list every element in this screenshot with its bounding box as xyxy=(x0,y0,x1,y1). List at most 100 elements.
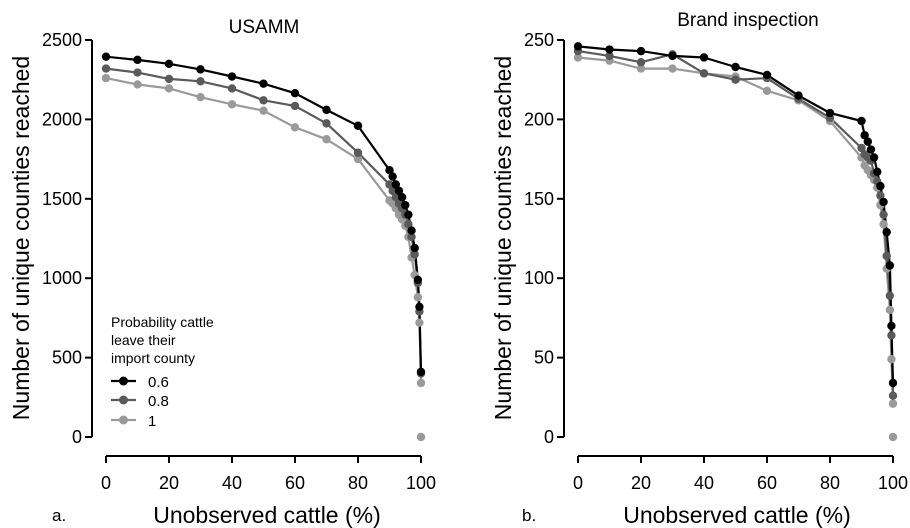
panel-a-y-tick-label: 1500 xyxy=(42,189,82,209)
legend-markers xyxy=(111,376,136,425)
legend-title-line-2: leave their xyxy=(111,332,176,348)
panel-a-data-point-0-8 xyxy=(407,232,416,242)
panel-b-x-tick-label: 60 xyxy=(757,473,777,493)
panel-a-data-point-0-8 xyxy=(290,101,300,111)
panel-b-data-point-1 xyxy=(887,354,896,364)
panel-a-x-axis-label: Unobserved cattle (%) xyxy=(153,502,381,528)
panel-a-data-point-0-8 xyxy=(410,250,419,259)
panel-b-axes: 0 50 100 150 200 250 0 20 40 60 80 100 xyxy=(524,30,908,493)
panel-a-data-point-0-8 xyxy=(227,84,237,93)
panel-a-data-point-0-6 xyxy=(259,79,268,88)
panel-b-data-point-0-6 xyxy=(885,261,895,270)
panel-a-data-point-0-6 xyxy=(413,275,423,284)
panel-a-data-point-0-6 xyxy=(388,172,397,181)
panel-b-data-point-0-8 xyxy=(605,51,614,61)
panel-a-data-point-0-8 xyxy=(353,148,363,157)
panel-b-y-tick-label: 50 xyxy=(534,348,554,368)
panel-b-data-point-0-6 xyxy=(888,378,898,388)
panel-a-data-point-0-8 xyxy=(259,96,268,105)
panel-b-data-point-0-6 xyxy=(857,116,866,126)
panel-b-data-point-0-8 xyxy=(882,251,891,261)
legend-title-line-3: import county xyxy=(111,350,195,366)
panel-b-data-point-0-6 xyxy=(879,197,888,207)
panel-b-data-point-0-6 xyxy=(863,137,872,146)
panel-b-data-point-0-6 xyxy=(860,131,869,140)
panel-b-y-tick-label: 150 xyxy=(524,189,554,209)
panel-b-y-tick-label: 0 xyxy=(544,427,554,447)
panel-b-data-point-0-8 xyxy=(857,143,866,153)
panel-a-data-point-1 xyxy=(413,293,423,302)
panel-a-title: USAMM xyxy=(229,17,300,38)
panel-b-y-tick-label: 200 xyxy=(524,109,554,129)
panel-b-title: Brand inspection xyxy=(677,10,819,31)
panel-b-data-point-1 xyxy=(573,53,583,62)
panel-a-x-tick-label: 40 xyxy=(222,473,242,493)
panel-a-data-point-0-8 xyxy=(133,68,142,77)
panel-b-data-point-0-6 xyxy=(794,91,803,100)
panel-a-data-point-0-6 xyxy=(385,166,394,175)
panel-b-x-tick-label: 100 xyxy=(878,473,908,493)
panel-b-data-point-1 xyxy=(888,399,898,408)
panel-a-data-point-1 xyxy=(227,100,237,109)
panel-b-y-tick-label: 100 xyxy=(524,268,554,288)
panel-b: Brand inspection Number of unique counti… xyxy=(490,10,908,528)
panel-a-data-point-0-8 xyxy=(391,193,400,202)
panel-b-data-point-0-8 xyxy=(888,391,898,400)
panel-a-data-point-0-6 xyxy=(133,55,142,65)
panel-b-data-point-0-6 xyxy=(869,153,879,162)
panel-a-data-point-1 xyxy=(133,80,142,89)
panel-b-data-point-0-6 xyxy=(887,321,896,331)
panel-a-y-tick-label: 2500 xyxy=(42,30,82,50)
legend: Probability cattle leave their import co… xyxy=(111,314,214,430)
legend-title-line-1: Probability cattle xyxy=(111,314,214,330)
panel-a-data-point-endpoint xyxy=(416,432,426,442)
panel-b-x-tick-label: 20 xyxy=(631,473,651,493)
legend-label-1: 1 xyxy=(148,413,156,430)
panel-b-data-point-0-6 xyxy=(605,45,614,54)
panel-a: USAMM Number of unique counties reached … xyxy=(8,17,436,528)
panel-a-axes: 0 500 1000 1500 2000 2500 0 20 40 60 80 100 xyxy=(42,30,436,493)
panel-b-x-tick-label: 0 xyxy=(573,473,583,493)
panel-b-data-point-0-8 xyxy=(876,191,885,200)
legend-swatch-marker xyxy=(119,395,128,405)
panel-a-y-axis-label: Number of unique counties reached xyxy=(8,56,34,420)
panel-a-data-point-1 xyxy=(259,106,268,115)
legend-label-0-8: 0.8 xyxy=(148,393,169,410)
panel-b-data-point-0-6 xyxy=(668,51,677,61)
panel-b-data-point-0-6 xyxy=(882,227,891,237)
panel-b-data-point-0-8 xyxy=(887,331,896,340)
panel-a-data-point-1 xyxy=(290,123,300,132)
legend-swatch-marker xyxy=(119,415,128,425)
panel-a-data-point-0-6 xyxy=(401,200,410,210)
panel-a-data-point-1 xyxy=(196,92,205,102)
panel-b-data-point-0-6 xyxy=(573,42,583,51)
panel-a-data-point-0-6 xyxy=(227,72,237,81)
panel-a-y-tick-label: 0 xyxy=(72,427,82,447)
panel-a-data-point-0-6 xyxy=(290,88,300,98)
panel-b-plot-area xyxy=(573,42,898,442)
panel-a-data-point-0-8 xyxy=(101,64,111,73)
panel-b-data-point-0-8 xyxy=(879,210,888,219)
panel-b-y-tick-label: 250 xyxy=(524,30,554,50)
panel-a-data-point-0-6 xyxy=(404,210,413,219)
panel-b-data-point-0-8 xyxy=(731,75,740,84)
panel-a-x-tick-label: 60 xyxy=(285,473,305,493)
panel-a-y-tick-label: 1000 xyxy=(42,268,82,288)
panel-a-data-point-1 xyxy=(415,318,424,327)
panel-b-data-point-0-8 xyxy=(699,69,709,78)
panel-b-data-point-0-6 xyxy=(825,108,835,118)
panel-b-data-point-endpoint xyxy=(888,432,898,442)
panel-a-data-point-0-6 xyxy=(196,65,205,74)
panel-b-data-point-0-6 xyxy=(876,181,885,191)
panel-a-data-point-0-8 xyxy=(322,119,331,128)
panel-a-data-point-0-6 xyxy=(410,243,419,253)
panel-a-data-point-0-6 xyxy=(394,186,404,196)
panel-a-data-point-0-8 xyxy=(388,186,397,196)
panel-a-data-point-0-6 xyxy=(322,105,331,115)
panel-b-data-point-1 xyxy=(885,305,895,315)
panel-a-x-tick-label: 80 xyxy=(348,473,368,493)
panel-a-y-tick-label: 2000 xyxy=(42,109,82,129)
panel-a-x-tick-label: 20 xyxy=(159,473,179,493)
panel-a-y-tick-label: 500 xyxy=(52,348,82,368)
panel-a-data-point-0-6 xyxy=(397,193,407,202)
